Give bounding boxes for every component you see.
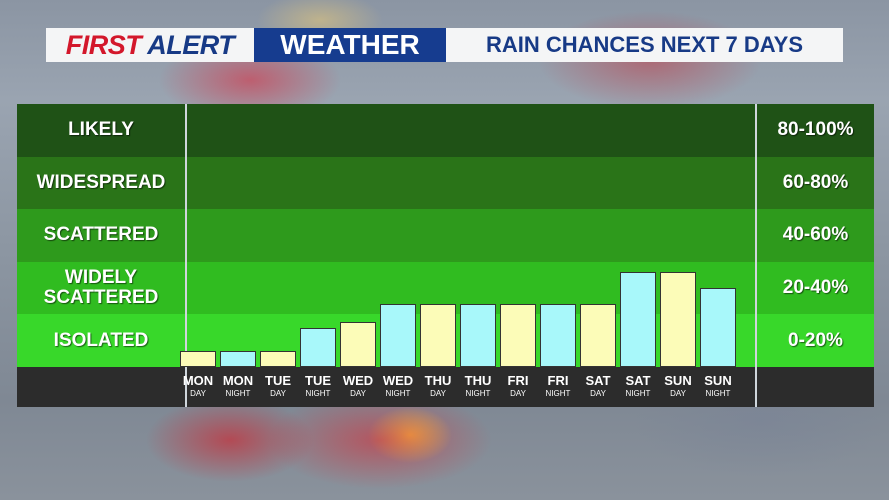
tick-day: THU	[464, 373, 492, 388]
band-label-line: WIDELY	[64, 267, 138, 289]
bar-thu-night	[460, 303, 496, 367]
band-label: SCATTERED	[17, 209, 185, 262]
band-label-line: LIKELY	[68, 119, 134, 141]
chart-title: RAIN CHANCES NEXT 7 DAYS	[446, 28, 843, 62]
tick-period: NIGHT	[465, 389, 491, 398]
tick-day: MON	[182, 373, 214, 388]
band-range: 20-40%	[782, 277, 849, 299]
tick-day: SUN	[664, 373, 692, 388]
tick-period: DAY	[430, 389, 446, 398]
band-label-line: ISOLATED	[53, 329, 149, 351]
bar-sun-night	[700, 288, 736, 367]
tick-day: MON	[222, 373, 254, 388]
weather-label: WEATHER	[254, 28, 446, 62]
tick-period: DAY	[670, 389, 686, 398]
band-label-line: WIDESPREAD	[36, 171, 166, 193]
bar-fri-night	[540, 303, 576, 367]
tick-label: TUE NIGHT	[298, 367, 338, 398]
tick-period: NIGHT	[225, 389, 251, 398]
first-text: FIRST	[65, 29, 142, 60]
tick-label: WED NIGHT	[378, 367, 418, 398]
first-alert-logo: FIRST ALERT	[46, 28, 254, 62]
tick-period: DAY	[590, 389, 606, 398]
band-range: 40-60%	[782, 224, 849, 246]
band-label-line: SCATTERED	[43, 224, 159, 246]
tick-label: SAT NIGHT	[618, 367, 658, 398]
bar-sun-day	[660, 272, 696, 367]
bar-thu-day	[420, 303, 456, 367]
tick-label: MON NIGHT	[218, 367, 258, 398]
band-label: LIKELY	[17, 104, 185, 157]
tick-period: DAY	[510, 389, 526, 398]
bar-plot-area	[178, 104, 738, 367]
x-axis-strip	[17, 367, 874, 407]
tick-day: TUE	[305, 373, 331, 388]
bar-sat-day	[580, 303, 616, 367]
tick-day: FRI	[507, 373, 529, 388]
left-divider	[185, 104, 187, 407]
tick-period: NIGHT	[625, 389, 651, 398]
bar-mon-night	[220, 351, 256, 367]
tick-label: FRI DAY	[498, 367, 538, 398]
right-divider	[755, 104, 757, 407]
bar-fri-day	[500, 303, 536, 367]
tick-label: THU NIGHT	[458, 367, 498, 398]
tick-period: NIGHT	[705, 389, 731, 398]
tick-day: SUN	[704, 373, 732, 388]
tick-day: TUE	[265, 373, 291, 388]
tick-period: NIGHT	[305, 389, 331, 398]
tick-day: WED	[342, 373, 374, 388]
tick-period: DAY	[190, 389, 206, 398]
band-range: 60-80%	[782, 171, 849, 193]
tick-period: NIGHT	[385, 389, 411, 398]
tick-day: FRI	[547, 373, 569, 388]
band-label-line: SCATTERED	[43, 287, 159, 309]
band-label: WIDESPREAD	[17, 157, 185, 210]
band-widespread: WIDESPREAD 60-80%	[17, 156, 874, 210]
tick-day: WED	[382, 373, 414, 388]
tick-label: WED DAY	[338, 367, 378, 398]
tick-label: TUE DAY	[258, 367, 298, 398]
band-range: 80-100%	[777, 119, 854, 141]
tick-day: THU	[424, 373, 452, 388]
bar-sat-night	[620, 272, 656, 367]
tick-label: SUN NIGHT	[698, 367, 738, 398]
x-axis-labels: MON DAY MON NIGHT TUE DAY TUE NIGHT WED DAY WED NIG…	[178, 367, 738, 407]
band-range: 0-20%	[788, 329, 843, 351]
bar-wed-day	[340, 322, 376, 367]
tick-period: DAY	[350, 389, 366, 398]
tick-label: SUN DAY	[658, 367, 698, 398]
tick-label: MON DAY	[178, 367, 218, 398]
band-likely: LIKELY 80-100%	[17, 104, 874, 157]
tick-label: THU DAY	[418, 367, 458, 398]
alert-text: ALERT	[147, 29, 235, 60]
tick-period: DAY	[270, 389, 286, 398]
tick-label: SAT DAY	[578, 367, 618, 398]
bar-tue-day	[260, 351, 296, 367]
bar-wed-night	[380, 303, 416, 367]
band-label: ISOLATED	[17, 314, 185, 367]
band-scattered: SCATTERED 40-60%	[17, 209, 874, 262]
title-banner: FIRST ALERT WEATHER RAIN CHANCES NEXT 7 …	[46, 28, 843, 62]
tick-label: FRI NIGHT	[538, 367, 578, 398]
bar-tue-night	[300, 327, 336, 367]
band-label: WIDELY SCATTERED	[17, 262, 185, 315]
tick-period: NIGHT	[545, 389, 571, 398]
tick-day: SAT	[585, 373, 611, 388]
bar-mon-day	[180, 351, 216, 367]
tick-day: SAT	[625, 373, 651, 388]
